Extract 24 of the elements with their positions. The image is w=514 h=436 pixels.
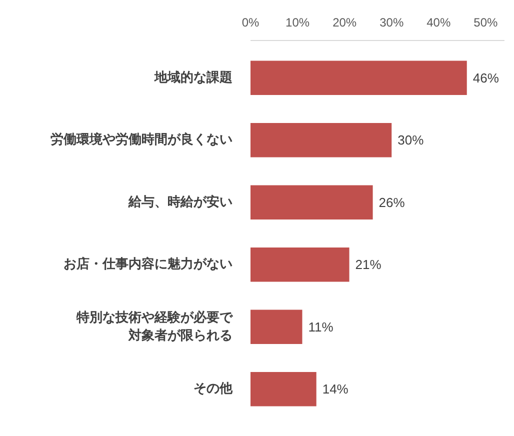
y-tick-label: その他 bbox=[194, 382, 234, 397]
x-tick-label: 50% bbox=[474, 16, 498, 30]
x-tick-label: 40% bbox=[426, 16, 451, 30]
data-label: 46% bbox=[472, 70, 500, 86]
y-tick-label: 労働環境や労働時間が良くない bbox=[50, 132, 232, 148]
data-label: 26% bbox=[378, 194, 406, 210]
x-tick-label: 10% bbox=[286, 16, 310, 30]
data-label: 11% bbox=[308, 319, 334, 334]
y-tick-label: 特別な技術や経験が必要で対象者が限られる bbox=[76, 309, 234, 344]
bar bbox=[250, 248, 350, 282]
x-tick-label: 20% bbox=[332, 16, 357, 30]
y-tick-label: 給与、時給が安い bbox=[128, 194, 232, 210]
bar bbox=[250, 310, 302, 344]
y-tick-label: お店・仕事内容に魅力がない bbox=[64, 256, 232, 272]
bar bbox=[250, 60, 467, 95]
x-tick-label: 30% bbox=[380, 16, 404, 30]
data-label: 30% bbox=[398, 132, 424, 148]
x-tick-label: 0% bbox=[242, 16, 260, 30]
bar bbox=[250, 372, 316, 406]
bar bbox=[250, 185, 373, 220]
bar bbox=[250, 122, 392, 158]
data-label: 21% bbox=[355, 257, 382, 272]
y-tick-label: 地域的な課題 bbox=[154, 69, 232, 86]
data-label: 14% bbox=[322, 382, 349, 397]
